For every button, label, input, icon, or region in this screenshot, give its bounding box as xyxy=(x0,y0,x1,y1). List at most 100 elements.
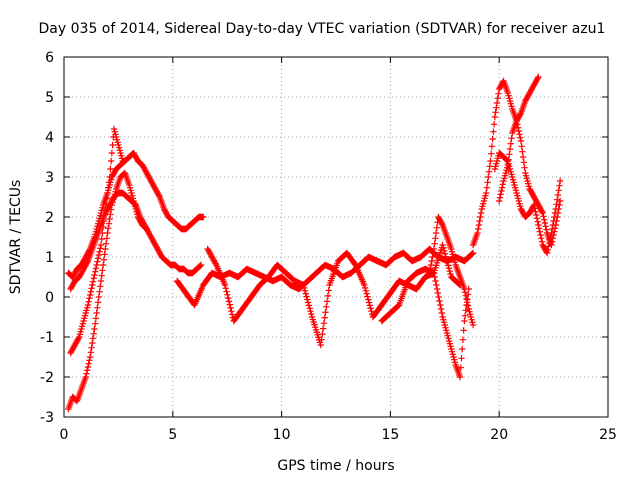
data-point xyxy=(196,263,203,270)
data-point xyxy=(83,370,90,377)
data-point xyxy=(555,205,562,213)
data-point xyxy=(75,335,82,342)
data-point xyxy=(513,117,520,125)
data-series-track-d xyxy=(67,125,126,357)
data-point xyxy=(223,288,230,295)
data-point xyxy=(197,262,204,269)
data-point xyxy=(432,229,440,237)
data-point xyxy=(320,319,328,327)
data-point xyxy=(498,187,505,195)
data-point xyxy=(535,73,542,81)
data-point xyxy=(474,225,482,233)
data-point xyxy=(456,373,464,381)
data-point xyxy=(119,157,126,165)
data-point xyxy=(431,273,438,281)
data-point xyxy=(104,189,111,197)
data-point xyxy=(88,285,95,292)
data-point xyxy=(92,265,100,272)
data-point xyxy=(441,250,449,257)
data-series-track-b xyxy=(67,189,205,293)
data-point xyxy=(143,225,150,233)
data-point xyxy=(365,296,372,303)
data-layer xyxy=(65,73,564,413)
data-point xyxy=(443,256,450,263)
data-point xyxy=(506,145,514,153)
data-point xyxy=(93,261,100,269)
data-point xyxy=(362,287,370,295)
data-point xyxy=(108,149,116,157)
data-point xyxy=(106,215,113,223)
data-series-track-c xyxy=(65,169,150,413)
data-point xyxy=(200,213,207,221)
data-point xyxy=(361,284,369,292)
data-series-track-i xyxy=(469,73,542,249)
data-point xyxy=(535,225,543,232)
data-point xyxy=(99,261,107,269)
data-point xyxy=(95,251,103,259)
data-point xyxy=(553,201,560,208)
data-point xyxy=(100,217,108,225)
data-point xyxy=(490,128,497,135)
data-point xyxy=(91,325,98,333)
grid-layer xyxy=(64,57,608,417)
data-point xyxy=(321,314,328,321)
data-point xyxy=(486,163,493,170)
data-point xyxy=(540,213,547,220)
data-point xyxy=(82,373,89,381)
data-point xyxy=(495,90,502,97)
data-point xyxy=(84,259,91,266)
data-point xyxy=(224,294,232,302)
data-point xyxy=(541,219,549,227)
data-point xyxy=(435,293,442,301)
data-point xyxy=(548,241,555,249)
data-point xyxy=(463,295,470,303)
data-point xyxy=(92,315,100,322)
data-point xyxy=(87,349,95,356)
data-point xyxy=(536,228,544,235)
data-point xyxy=(105,225,112,232)
data-point xyxy=(317,341,324,349)
data-point xyxy=(433,224,441,231)
data-point xyxy=(543,249,551,257)
data-point xyxy=(91,268,99,275)
data-point xyxy=(507,140,515,147)
data-point xyxy=(99,223,107,231)
data-point xyxy=(444,259,451,266)
data-point xyxy=(85,298,92,305)
data-point xyxy=(305,302,313,309)
data-point xyxy=(84,367,91,374)
data-point xyxy=(464,302,472,309)
data-point xyxy=(363,290,370,297)
data-point xyxy=(430,245,438,253)
data-point xyxy=(446,267,453,275)
data-point xyxy=(469,249,477,257)
data-point xyxy=(543,226,550,233)
data-point xyxy=(224,291,231,299)
data-point xyxy=(89,335,97,342)
data-point xyxy=(99,229,106,237)
data-point xyxy=(461,289,469,296)
data-point xyxy=(542,223,549,230)
data-point xyxy=(506,151,513,158)
data-point xyxy=(535,221,542,229)
data-point xyxy=(361,281,368,289)
y-tick-label: -3 xyxy=(40,410,54,426)
data-point xyxy=(462,307,470,314)
data-point xyxy=(300,284,308,292)
data-point xyxy=(556,182,563,189)
data-point xyxy=(307,307,314,315)
data-point xyxy=(487,157,494,165)
data-point xyxy=(461,312,469,319)
data-point xyxy=(488,143,496,150)
plot-area-frame xyxy=(63,56,609,418)
data-point xyxy=(462,292,470,299)
data-series-track-k xyxy=(496,117,564,249)
data-point xyxy=(514,121,521,128)
data-point xyxy=(107,157,115,165)
data-point xyxy=(442,253,449,260)
data-point xyxy=(439,241,446,249)
data-point xyxy=(440,244,447,252)
data-point xyxy=(197,261,205,269)
x-tick-label: 10 xyxy=(273,427,291,443)
